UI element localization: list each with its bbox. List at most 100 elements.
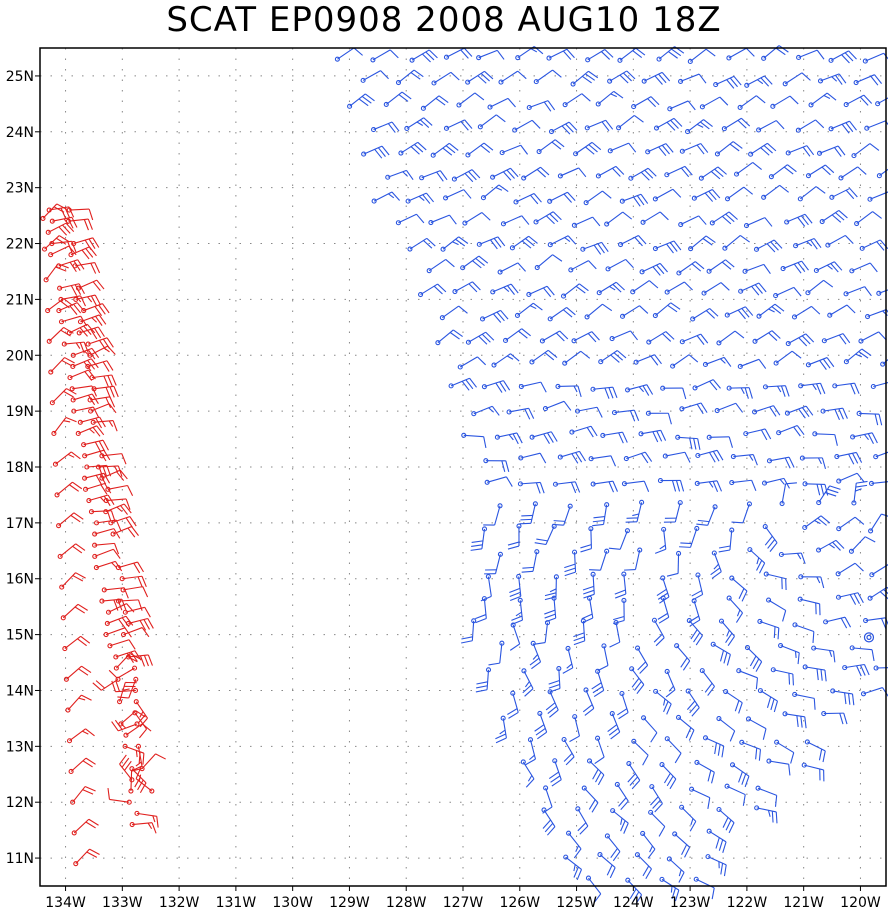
wind-barb [428, 214, 457, 226]
lon-tick-label: 121W [783, 895, 824, 910]
barb-staff [59, 543, 77, 557]
station-circle [816, 500, 822, 506]
barb-staff [531, 349, 549, 363]
station-circle [736, 668, 742, 674]
barb-feather [620, 800, 629, 811]
barb-feather [567, 191, 576, 202]
barb-feather [696, 144, 705, 155]
wind-barb [92, 548, 121, 559]
barb-feather [801, 407, 810, 418]
wind-barb [853, 74, 883, 86]
barb-feather [755, 661, 763, 672]
barb-feather [573, 636, 585, 642]
barb-feather [685, 727, 692, 739]
wind-barb [805, 279, 834, 296]
barb-feather [827, 488, 839, 494]
barb-feather [498, 184, 509, 192]
barb-feather [814, 520, 821, 525]
barb-staff [53, 417, 67, 434]
wind-barb [706, 828, 727, 853]
barb-staff [501, 144, 521, 154]
barb-staff [532, 643, 542, 663]
wind-barb [561, 736, 575, 766]
barb-feather [106, 337, 114, 348]
barb-staff [430, 214, 450, 224]
wind-barb [816, 485, 841, 506]
barb-feather [477, 75, 487, 84]
barb-feather [69, 305, 78, 315]
barb-feather [124, 760, 132, 771]
barb-feather [416, 121, 424, 126]
wind-barb [60, 603, 88, 621]
barb-staff [764, 477, 785, 484]
wind-barb [569, 425, 598, 438]
wind-barb [752, 330, 781, 344]
barb-feather [718, 839, 724, 851]
station-circle [370, 57, 376, 63]
barb-feather [647, 167, 657, 177]
station-circle [92, 553, 98, 559]
barb-staff [859, 412, 880, 415]
barb-feather [468, 171, 477, 181]
barb-feather [550, 431, 558, 442]
wind-barb [797, 186, 826, 202]
barb-feather [84, 350, 90, 357]
barb-staff [44, 235, 60, 250]
barb-staff [637, 854, 652, 870]
barb-staff [94, 542, 115, 546]
barb-feather [88, 208, 94, 221]
barb-staff [473, 405, 493, 415]
station-circle [672, 831, 678, 837]
barb-feather [71, 241, 77, 253]
station-circle [782, 81, 788, 87]
wind-barb [448, 377, 477, 391]
barb-feather [693, 632, 701, 643]
barb-staff [59, 283, 80, 289]
barb-staff [740, 358, 760, 367]
barb-feather [464, 173, 474, 183]
barb-feather [631, 779, 641, 790]
barb-feather [87, 296, 93, 303]
barb-staff [832, 690, 853, 695]
barb-staff [590, 528, 592, 549]
station-circle [653, 125, 660, 131]
barb-staff [852, 647, 873, 651]
barb-feather [874, 74, 883, 84]
station-circle [726, 55, 732, 61]
wind-barb [667, 100, 696, 112]
barb-staff [565, 856, 582, 870]
barb-feather [838, 334, 847, 345]
barb-feather [802, 146, 811, 157]
station-circle [702, 361, 709, 367]
barb-staff [442, 305, 459, 319]
wind-barb [722, 235, 750, 251]
barb-feather [833, 261, 843, 271]
wind-barb [591, 668, 605, 698]
barb-staff [573, 552, 577, 573]
station-circle [417, 292, 424, 298]
wind-barb [843, 286, 872, 297]
wind-barb [645, 143, 674, 157]
barb-staff [760, 690, 778, 702]
barb-staff [69, 369, 89, 379]
barb-feather [689, 703, 698, 714]
barb-feather [794, 651, 797, 659]
barb-feather [854, 562, 864, 572]
barb-staff [94, 528, 115, 535]
wind-barb [526, 285, 555, 298]
wind-barb [854, 211, 882, 227]
barb-feather [562, 50, 572, 60]
station-circle [133, 699, 139, 705]
station-circle [716, 806, 722, 813]
barb-feather [532, 302, 543, 311]
station-circle [60, 615, 66, 621]
barb-staff [107, 615, 127, 624]
barb-staff [136, 812, 157, 817]
barb-feather [610, 93, 617, 98]
barb-feather [98, 440, 106, 452]
station-circle [361, 151, 367, 157]
wind-barb [645, 410, 672, 425]
barb-staff [740, 282, 760, 292]
wind-barb [529, 349, 558, 365]
barb-staff [591, 455, 612, 460]
